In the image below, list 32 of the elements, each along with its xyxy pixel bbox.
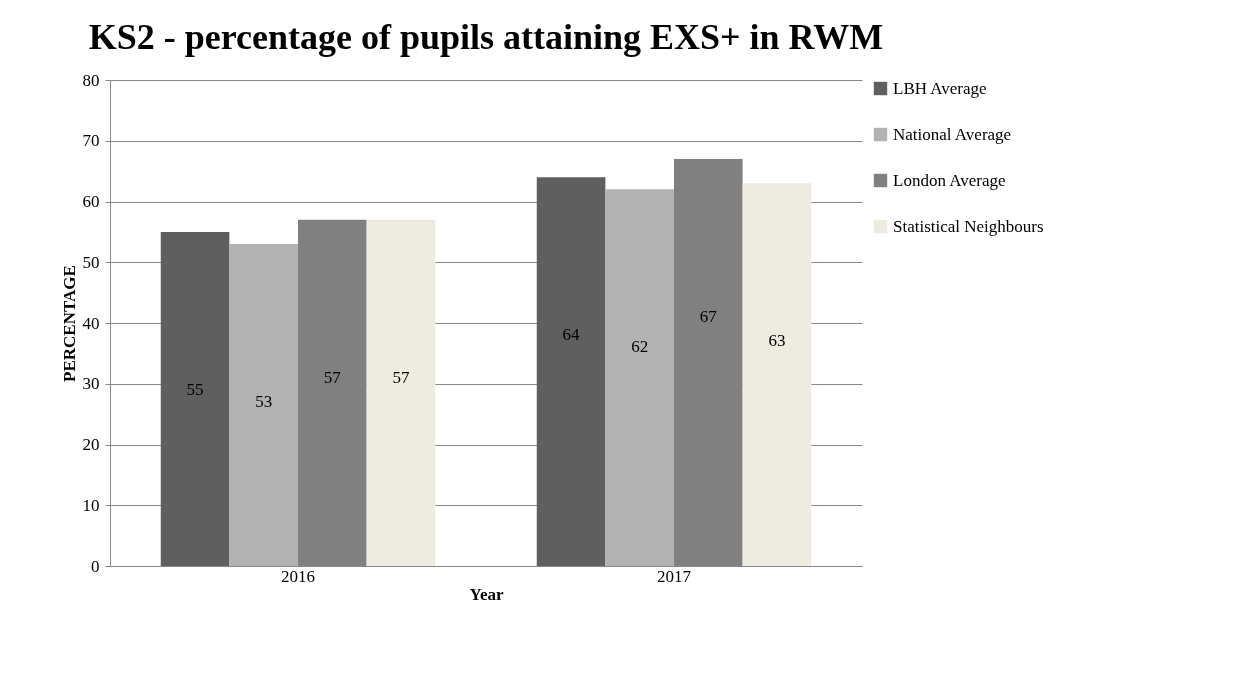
y-tick-label: 70 <box>82 131 100 151</box>
y-tick-label: 20 <box>82 435 100 454</box>
y-tick-label: 80 <box>82 70 100 90</box>
legend-label: National Average <box>893 124 1012 144</box>
data-label: 57 <box>392 367 410 387</box>
legend-label: London Average <box>893 170 1006 190</box>
x-axis-title: Year <box>469 584 504 604</box>
data-label: 55 <box>186 379 204 399</box>
x-tick-label: 2016 <box>281 566 315 586</box>
y-axis-title: PERCENTAGE <box>59 265 79 382</box>
data-label: 53 <box>255 392 273 412</box>
data-label: 57 <box>323 367 342 387</box>
bar <box>366 219 436 566</box>
legend-label: LBH Average <box>893 78 987 98</box>
data-label: 63 <box>768 331 786 351</box>
y-tick-label: 60 <box>82 192 100 211</box>
y-tick-label: 0 <box>91 556 100 576</box>
bar <box>160 231 230 566</box>
data-label: 67 <box>699 306 718 326</box>
bar <box>229 244 298 566</box>
y-tick-label: 50 <box>82 252 100 272</box>
data-label: 62 <box>631 337 649 357</box>
bar <box>742 183 812 566</box>
legend-label: Statistical Neighbours <box>893 216 1044 236</box>
x-tick-label: 2017 <box>657 566 692 586</box>
chart-title: KS2 - percentage of pupils attaining EXS+ in RWM <box>88 17 884 57</box>
bar <box>605 189 674 566</box>
data-label: 64 <box>562 325 581 345</box>
y-tick-label: 40 <box>82 313 100 333</box>
bar <box>536 177 606 566</box>
y-tick-label: 30 <box>82 374 100 394</box>
y-tick-label: 10 <box>82 495 100 515</box>
